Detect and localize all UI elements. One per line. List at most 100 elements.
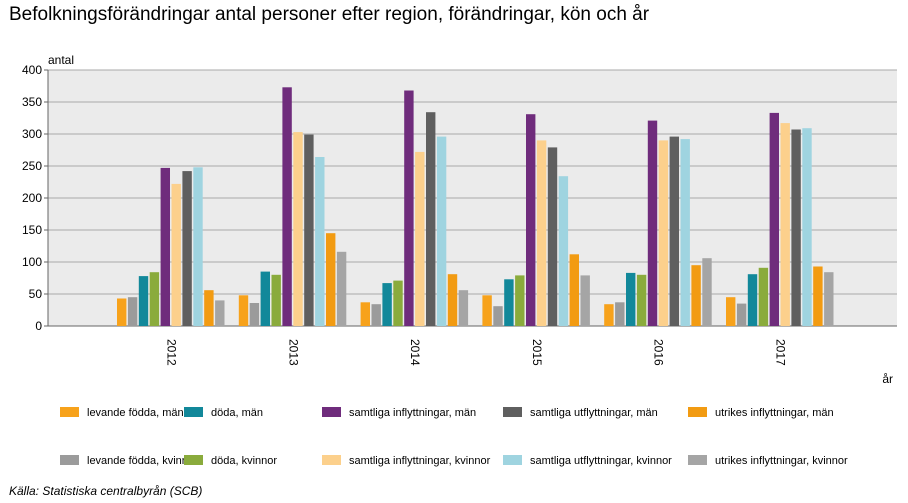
legend-swatch xyxy=(688,455,707,465)
bar xyxy=(504,279,514,326)
bar xyxy=(636,274,647,326)
bar xyxy=(536,140,547,326)
x-axis-title: år xyxy=(882,372,893,386)
legend-label: samtliga utflyttningar, kvinnor xyxy=(530,455,672,467)
x-tick-label: 2016 xyxy=(652,339,666,366)
bar xyxy=(149,272,160,326)
bar xyxy=(747,274,758,326)
y-tick-label: 350 xyxy=(22,95,42,109)
legend-swatch xyxy=(322,455,341,465)
bar xyxy=(336,251,347,326)
bar xyxy=(193,167,203,326)
chart-title: Befolkningsförändringar antal personer e… xyxy=(9,4,650,25)
bar xyxy=(580,275,590,326)
legend-label: utrikes inflyttningar, män xyxy=(715,407,834,419)
bar xyxy=(238,295,249,326)
bar xyxy=(304,134,314,326)
legend-swatch xyxy=(60,455,79,465)
bar xyxy=(282,87,292,326)
legend-swatch xyxy=(322,407,341,417)
bar xyxy=(117,298,127,326)
bar xyxy=(160,167,170,326)
x-tick-label: 2014 xyxy=(408,339,422,366)
bar xyxy=(482,295,492,326)
bar xyxy=(393,280,403,326)
bar xyxy=(647,120,658,326)
legend-swatch xyxy=(688,407,707,417)
bar xyxy=(526,114,536,326)
bar xyxy=(171,183,181,326)
x-tick-label: 2017 xyxy=(774,339,788,366)
legend-label: döda, kvinnor xyxy=(211,455,277,467)
bar xyxy=(382,283,392,326)
y-tick-label: 250 xyxy=(22,159,42,173)
y-tick-label: 0 xyxy=(35,319,42,333)
bar xyxy=(669,136,679,326)
legend-swatch xyxy=(503,455,522,465)
legend-label: samtliga utflyttningar, män xyxy=(530,407,658,419)
y-tick-label: 300 xyxy=(22,127,42,141)
bar xyxy=(680,139,690,326)
y-tick-label: 150 xyxy=(22,223,42,237)
bar xyxy=(558,176,569,326)
legend-swatch xyxy=(184,407,203,417)
bar xyxy=(371,304,381,326)
bar xyxy=(736,303,747,326)
bar xyxy=(802,128,812,326)
y-tick-label: 50 xyxy=(29,287,43,301)
bar xyxy=(515,275,525,326)
legend-swatch xyxy=(184,455,203,465)
bar xyxy=(426,112,436,326)
bar xyxy=(658,140,669,326)
source-note: Källa: Statistiska centralbyrån (SCB) xyxy=(9,484,203,498)
bar xyxy=(824,272,834,326)
bar xyxy=(215,300,225,326)
bar xyxy=(604,304,614,326)
bar xyxy=(127,297,138,326)
bar xyxy=(315,157,325,326)
y-tick-label: 400 xyxy=(22,63,42,77)
bar xyxy=(626,272,636,326)
y-axis-title: antal xyxy=(48,53,74,67)
bar xyxy=(260,271,270,326)
bar xyxy=(769,112,779,327)
bar xyxy=(182,171,192,326)
x-tick-label: 2012 xyxy=(165,339,179,366)
bar xyxy=(415,151,425,326)
bar xyxy=(458,290,469,326)
bar xyxy=(702,258,712,326)
bar xyxy=(436,136,447,326)
bar xyxy=(493,306,503,326)
bar xyxy=(326,233,336,326)
bar xyxy=(249,303,260,326)
bar xyxy=(204,290,214,326)
y-tick-label: 100 xyxy=(22,255,42,269)
x-tick-label: 2015 xyxy=(530,339,544,366)
bar xyxy=(758,267,769,326)
legend-label: levande födda, kvinnor xyxy=(87,455,198,467)
legend-label: samtliga inflyttningar, män xyxy=(349,407,476,419)
legend-swatch xyxy=(503,407,522,417)
bar xyxy=(791,129,801,326)
bar xyxy=(360,302,370,326)
legend-label: samtliga inflyttningar, kvinnor xyxy=(349,455,491,467)
y-tick-label: 200 xyxy=(22,191,42,205)
bar xyxy=(615,302,625,326)
bar xyxy=(138,276,149,326)
bar xyxy=(404,90,414,326)
legend-swatch xyxy=(60,407,79,417)
bar-chart: 0 50 100 150 200 250 300 350 400 antal år 2012 2013 2… xyxy=(22,53,897,467)
bar xyxy=(447,274,458,326)
bar xyxy=(691,265,701,326)
bar xyxy=(293,132,303,326)
bar xyxy=(726,297,736,326)
x-tick-label: 2013 xyxy=(286,339,300,366)
bar xyxy=(547,147,558,326)
bar xyxy=(271,274,281,326)
bar xyxy=(569,254,579,326)
legend-label: döda, män xyxy=(211,407,263,419)
bar xyxy=(780,123,790,326)
bar xyxy=(813,266,823,326)
legend-label: levande födda, män xyxy=(87,407,184,419)
legend-label: utrikes inflyttningar, kvinnor xyxy=(715,455,848,467)
